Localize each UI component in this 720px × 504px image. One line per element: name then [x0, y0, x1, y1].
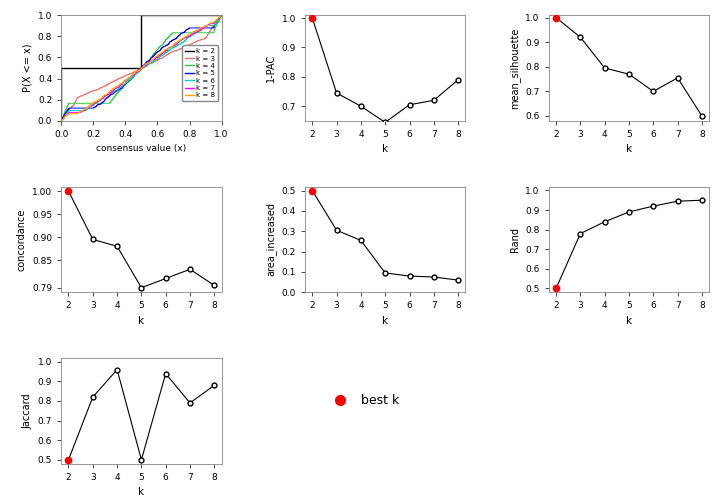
Y-axis label: Jaccard: Jaccard [22, 393, 32, 428]
Y-axis label: Rand: Rand [510, 227, 520, 252]
Y-axis label: 1-PAC: 1-PAC [266, 54, 276, 82]
Y-axis label: mean_silhouette: mean_silhouette [509, 27, 520, 109]
Y-axis label: P(X <= x): P(X <= x) [22, 44, 32, 92]
Y-axis label: concordance: concordance [17, 208, 27, 271]
X-axis label: k: k [626, 145, 632, 155]
Y-axis label: area_increased: area_increased [265, 203, 276, 276]
X-axis label: k: k [382, 145, 388, 155]
Text: best k: best k [361, 394, 400, 407]
X-axis label: k: k [382, 316, 388, 326]
X-axis label: consensus value (x): consensus value (x) [96, 145, 186, 154]
X-axis label: k: k [626, 316, 632, 326]
X-axis label: k: k [138, 316, 145, 326]
X-axis label: k: k [138, 487, 145, 497]
Legend: k = 2, k = 3, k = 4, k = 5, k = 6, k = 7, k = 8: k = 2, k = 3, k = 4, k = 5, k = 6, k = 7… [182, 45, 218, 101]
